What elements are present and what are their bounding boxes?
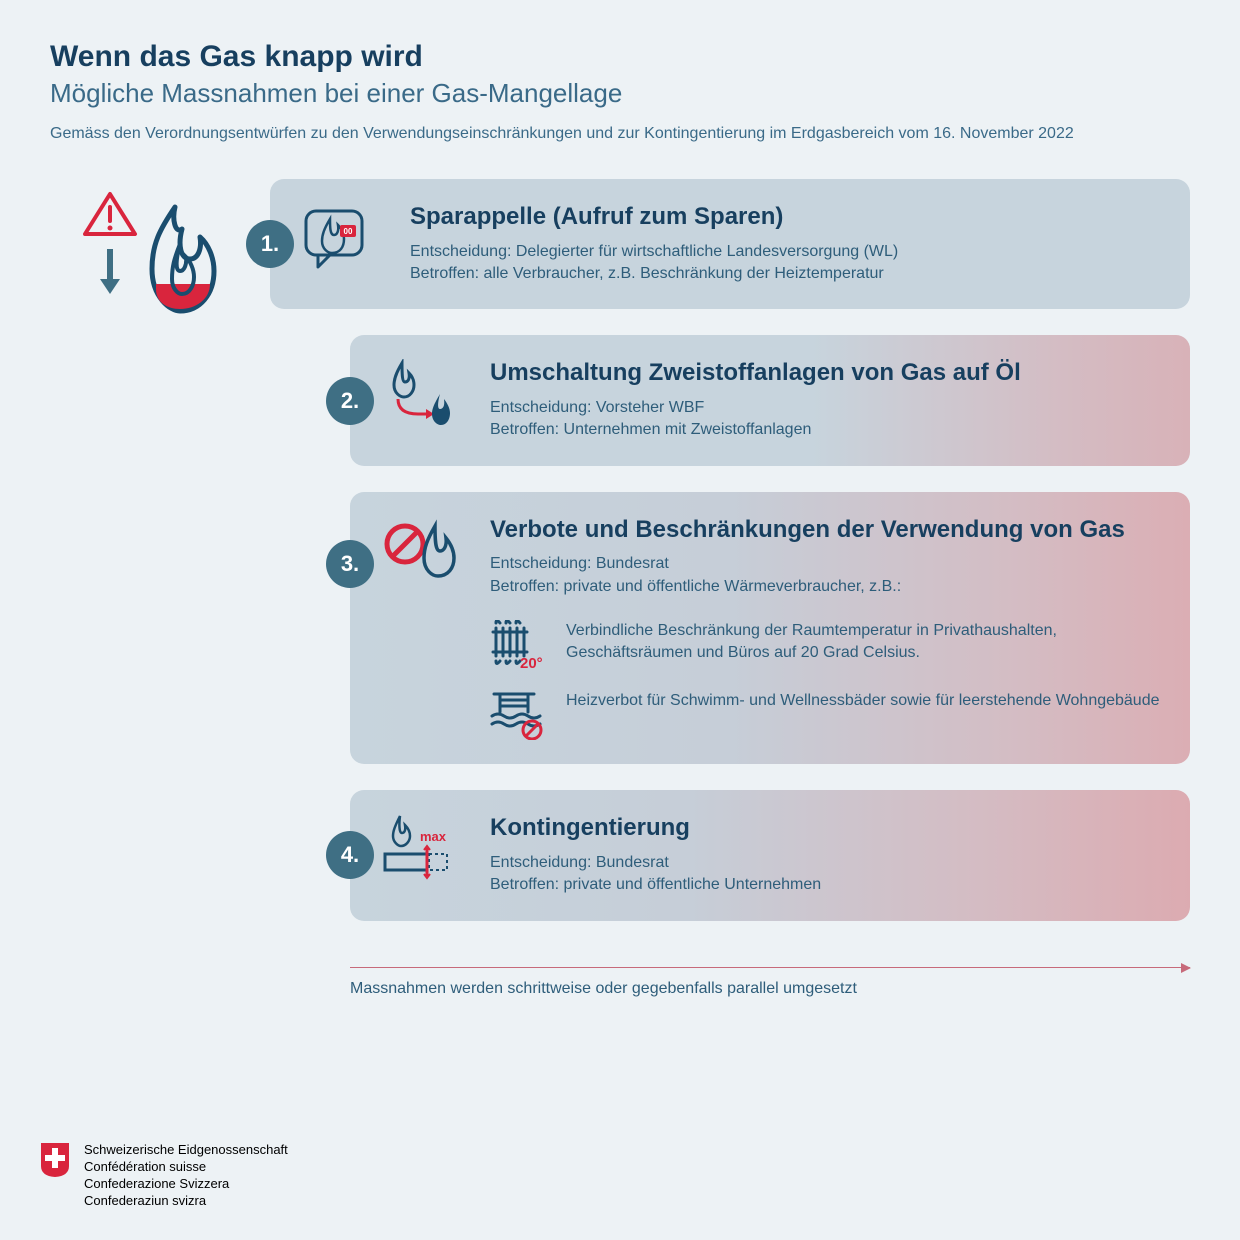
svg-text:00: 00 — [344, 227, 353, 236]
step-4: 4. max Kontingentierung Entscheidung: Bu… — [350, 790, 1190, 920]
page-intro: Gemäss den Verordnungsentwürfen zu den V… — [50, 125, 1190, 143]
step-decision: Entscheidung: Bundesrat — [490, 852, 1160, 874]
svg-text:20°: 20° — [520, 655, 543, 670]
megaphone-flame-icon: 00 — [300, 203, 380, 273]
gas-shortage-hero-icon — [80, 189, 230, 329]
sub-item-pool: Heizverbot für Schwimm- und Wellnessbäde… — [490, 690, 1160, 740]
footer-line: Confederazione Svizzera — [84, 1176, 288, 1193]
arrow-label: Massnahmen werden schrittweise oder gege… — [350, 980, 1190, 998]
sub-item-text: Heizverbot für Schwimm- und Wellnessbäde… — [566, 690, 1160, 712]
quota-icon: max — [380, 814, 460, 884]
step-number: 2. — [326, 377, 374, 425]
step-3: 3. Verbote und Beschränkungen der Verwen… — [350, 492, 1190, 764]
step-number: 4. — [326, 831, 374, 879]
step-affected: Betroffen: private und öffentliche Wärme… — [490, 576, 1160, 598]
step-affected: Betroffen: alle Verbraucher, z.B. Beschr… — [410, 263, 1160, 285]
footer-line: Schweizerische Eidgenossenschaft — [84, 1142, 288, 1159]
step-affected: Betroffen: private und öffentliche Unter… — [490, 874, 1160, 896]
step-affected: Betroffen: Unternehmen mit Zweistoffanla… — [490, 419, 1160, 441]
step-decision: Entscheidung: Vorsteher WBF — [490, 397, 1160, 419]
sub-item-text: Verbindliche Beschränkung der Raumtemper… — [566, 620, 1160, 663]
swiss-shield-icon — [40, 1142, 70, 1178]
swiss-confederation-footer: Schweizerische Eidgenossenschaft Confédé… — [40, 1142, 288, 1210]
page-title: Wenn das Gas knapp wird — [50, 40, 1190, 74]
step-title: Kontingentierung — [490, 814, 1160, 842]
sub-item-temperature: 20° Verbindliche Beschränkung der Raumte… — [490, 620, 1160, 670]
step-2: 2. Umschaltung Zweistoffanlagen von Gas … — [350, 335, 1190, 465]
footer-line: Confédération suisse — [84, 1159, 288, 1176]
step-decision: Entscheidung: Bundesrat — [490, 553, 1160, 575]
step-decision: Entscheidung: Delegierter für wirtschaft… — [410, 241, 1160, 263]
progression-arrow: Massnahmen werden schrittweise oder gege… — [350, 967, 1190, 998]
step-1: 1. 00 Sparappelle (Aufruf zum Sparen) En… — [270, 179, 1190, 309]
steps-list: 1. 00 Sparappelle (Aufruf zum Sparen) En… — [270, 179, 1190, 998]
footer-line: Confederaziun svizra — [84, 1193, 288, 1210]
step-title: Verbote und Beschränkungen der Verwendun… — [490, 516, 1160, 544]
gas-to-oil-icon — [380, 359, 460, 429]
step-number: 1. — [246, 220, 294, 268]
svg-text:max: max — [420, 829, 447, 844]
step-title: Umschaltung Zweistoffanlagen von Gas auf… — [490, 359, 1160, 387]
step-title: Sparappelle (Aufruf zum Sparen) — [410, 203, 1160, 231]
pool-ban-icon — [490, 690, 546, 740]
radiator-icon: 20° — [490, 620, 546, 670]
prohibition-flame-icon — [380, 516, 460, 586]
page-subtitle: Mögliche Massnahmen bei einer Gas-Mangel… — [50, 78, 1190, 109]
step-number: 3. — [326, 540, 374, 588]
